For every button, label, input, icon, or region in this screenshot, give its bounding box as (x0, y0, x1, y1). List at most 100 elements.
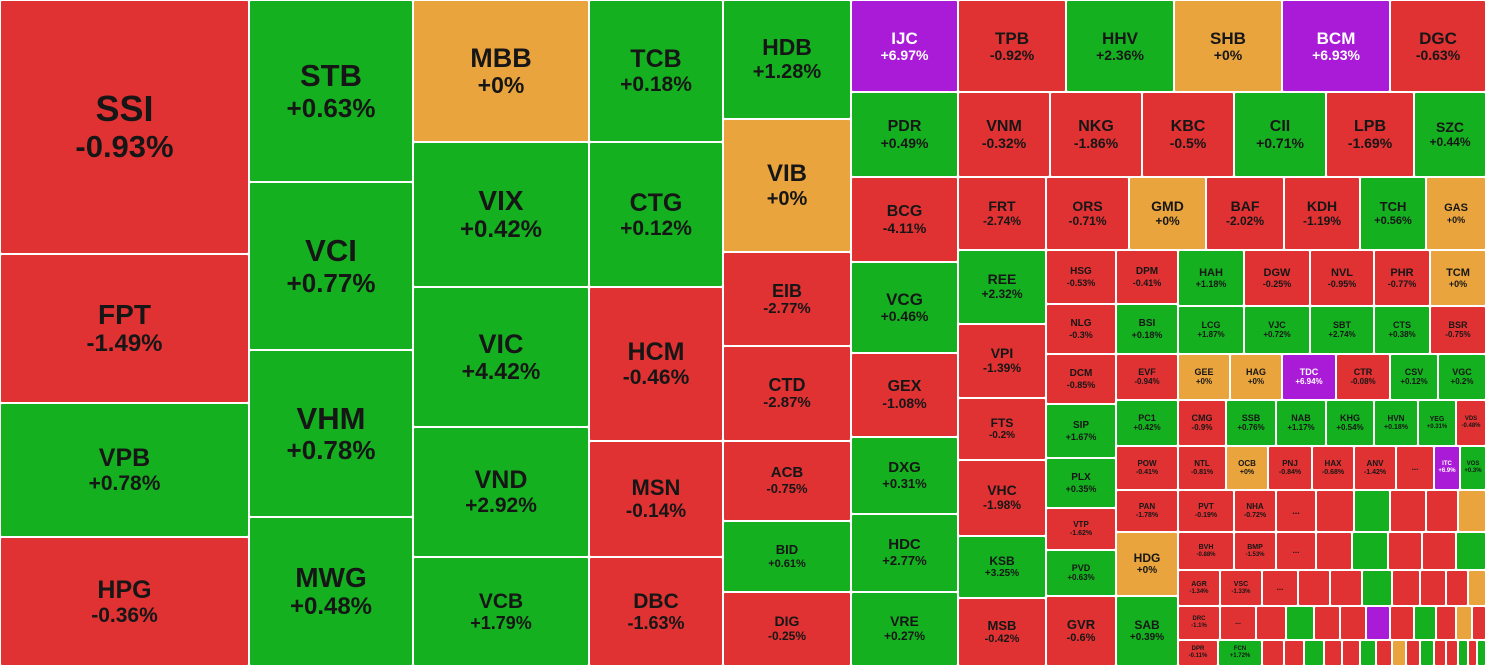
stock-tile-cts[interactable]: CTS +0.38% (1374, 306, 1430, 354)
stock-tile-hdb[interactable]: HDB +1.28% (723, 0, 851, 119)
stock-tile-tdc[interactable]: TDC +6.94% (1282, 354, 1336, 400)
stock-tile-mini[interactable] (1262, 640, 1284, 666)
stock-tile-agr[interactable]: AGR -1.34% (1178, 570, 1220, 606)
stock-tile-dcm[interactable]: DCM -0.85% (1046, 354, 1116, 404)
stock-tile-mini[interactable] (1426, 490, 1458, 532)
stock-tile-mini[interactable] (1304, 640, 1324, 666)
stock-tile-mini[interactable] (1324, 640, 1342, 666)
stock-tile-mini[interactable] (1468, 570, 1486, 606)
stock-tile-mini[interactable] (1342, 640, 1360, 666)
stock-tile-mini[interactable] (1456, 532, 1486, 570)
stock-tile-mini[interactable] (1352, 532, 1388, 570)
stock-tile-ntl[interactable]: NTL -0.81% (1178, 446, 1226, 490)
stock-tile-hag[interactable]: HAG +0% (1230, 354, 1282, 400)
stock-tile-mini[interactable] (1366, 606, 1390, 640)
stock-tile-mini[interactable] (1434, 640, 1446, 666)
stock-tile-vgc[interactable]: VGC +0.2% (1438, 354, 1486, 400)
stock-tile-vpi[interactable]: VPI -1.39% (958, 324, 1046, 398)
stock-tile-nab[interactable]: NAB +1.17% (1276, 400, 1326, 446)
stock-tile-ijc[interactable]: IJC +6.97% (851, 0, 958, 92)
stock-tile-mini[interactable]: ... (1220, 606, 1256, 640)
stock-tile-mini[interactable] (1477, 640, 1486, 666)
stock-tile-vcg[interactable]: VCG +0.46% (851, 262, 958, 353)
stock-tile-bcg[interactable]: BCG -4.11% (851, 177, 958, 262)
stock-tile-pc1[interactable]: PC1 +0.42% (1116, 400, 1178, 446)
stock-tile-kdh[interactable]: KDH -1.19% (1284, 177, 1360, 250)
stock-tile-msb[interactable]: MSB -0.42% (958, 598, 1046, 666)
stock-tile-lcg[interactable]: LCG +1.87% (1178, 306, 1244, 354)
stock-tile-vsc[interactable]: VSC -1.33% (1220, 570, 1262, 606)
stock-tile-bsi[interactable]: BSI +0.18% (1116, 304, 1178, 354)
stock-tile-sip[interactable]: SIP +1.67% (1046, 404, 1116, 458)
stock-tile-ctd[interactable]: CTD -2.87% (723, 346, 851, 441)
stock-tile-szc[interactable]: SZC +0.44% (1414, 92, 1486, 177)
stock-tile-ctg[interactable]: CTG +0.12% (589, 142, 723, 287)
stock-tile-dpm[interactable]: DPM -0.41% (1116, 250, 1178, 304)
stock-tile-pvd[interactable]: PVD +0.63% (1046, 550, 1116, 596)
stock-tile-mini[interactable] (1314, 606, 1340, 640)
stock-tile-ree[interactable]: REE +2.32% (958, 250, 1046, 324)
stock-tile-mini[interactable] (1436, 606, 1456, 640)
stock-tile-mini[interactable] (1422, 532, 1456, 570)
stock-tile-mini[interactable] (1340, 606, 1366, 640)
stock-tile-cmg[interactable]: CMG -0.9% (1178, 400, 1226, 446)
stock-tile-mwg[interactable]: MWG +0.48% (249, 517, 413, 666)
stock-tile-ctr[interactable]: CTR -0.08% (1336, 354, 1390, 400)
stock-tile-mini[interactable] (1362, 570, 1392, 606)
stock-tile-bvh[interactable]: BVH -0.88% (1178, 532, 1234, 570)
stock-tile-gee[interactable]: GEE +0% (1178, 354, 1230, 400)
stock-tile-dpr[interactable]: DPR -0.11% (1178, 640, 1218, 666)
stock-tile-nlg[interactable]: NLG -0.3% (1046, 304, 1116, 354)
stock-tile-mini[interactable] (1446, 570, 1468, 606)
stock-tile-vhc[interactable]: VHC -1.98% (958, 460, 1046, 536)
stock-tile-mini[interactable] (1316, 490, 1354, 532)
stock-tile-mini[interactable] (1256, 606, 1286, 640)
stock-tile-mini[interactable] (1446, 640, 1458, 666)
stock-tile-nvl[interactable]: NVL -0.95% (1310, 250, 1374, 306)
stock-tile-mini[interactable] (1458, 640, 1468, 666)
stock-tile-tcb[interactable]: TCB +0.18% (589, 0, 723, 142)
stock-tile-dgw[interactable]: DGW -0.25% (1244, 250, 1310, 306)
stock-tile-yeg[interactable]: YEG +0.31% (1418, 400, 1456, 446)
stock-tile-mini[interactable] (1388, 532, 1422, 570)
stock-tile-hdg[interactable]: HDG +0% (1116, 532, 1178, 596)
stock-tile-kbc[interactable]: KBC -0.5% (1142, 92, 1234, 177)
stock-tile-khg[interactable]: KHG +0.54% (1326, 400, 1374, 446)
stock-tile-bmp[interactable]: BMP -1.53% (1234, 532, 1276, 570)
stock-tile-vnm[interactable]: VNM -0.32% (958, 92, 1050, 177)
stock-tile-mini[interactable] (1472, 606, 1486, 640)
stock-tile-dgc[interactable]: DGC -0.63% (1390, 0, 1486, 92)
stock-tile-mini[interactable] (1392, 570, 1420, 606)
stock-tile-tpb[interactable]: TPB -0.92% (958, 0, 1066, 92)
stock-tile-ssi[interactable]: SSI -0.93% (0, 0, 249, 254)
stock-tile-vos[interactable]: VOS +0.3% (1460, 446, 1486, 490)
stock-tile-plx[interactable]: PLX +0.35% (1046, 458, 1116, 508)
stock-tile-pnj[interactable]: PNJ -0.84% (1268, 446, 1312, 490)
stock-tile-mini[interactable] (1330, 570, 1362, 606)
stock-tile-gvr[interactable]: GVR -0.6% (1046, 596, 1116, 666)
stock-tile-mini[interactable] (1316, 532, 1352, 570)
stock-tile-hah[interactable]: HAH +1.18% (1178, 250, 1244, 306)
stock-tile-mini[interactable] (1458, 490, 1486, 532)
stock-tile-nha[interactable]: NHA -0.72% (1234, 490, 1276, 532)
stock-tile-vix[interactable]: VIX +0.42% (413, 142, 589, 287)
stock-tile-baf[interactable]: BAF -2.02% (1206, 177, 1284, 250)
stock-tile-anv[interactable]: ANV -1.42% (1354, 446, 1396, 490)
stock-tile-msn[interactable]: MSN -0.14% (589, 441, 723, 557)
stock-tile-gmd[interactable]: GMD +0% (1129, 177, 1206, 250)
stock-tile-fpt[interactable]: FPT -1.49% (0, 254, 249, 403)
stock-tile-dbc[interactable]: DBC -1.63% (589, 557, 723, 666)
stock-tile-gex[interactable]: GEX -1.08% (851, 353, 958, 437)
stock-tile-evf[interactable]: EVF -0.94% (1116, 354, 1178, 400)
stock-tile-mini[interactable] (1414, 606, 1436, 640)
stock-tile-hvn[interactable]: HVN +0.18% (1374, 400, 1418, 446)
stock-tile-pow[interactable]: POW -0.41% (1116, 446, 1178, 490)
stock-tile-cii[interactable]: CII +0.71% (1234, 92, 1326, 177)
stock-tile-sab[interactable]: SAB +0.39% (1116, 596, 1178, 666)
stock-tile-hpg[interactable]: HPG -0.36% (0, 537, 249, 666)
stock-tile-bsr[interactable]: BSR -0.75% (1430, 306, 1486, 354)
stock-tile-ksb[interactable]: KSB +3.25% (958, 536, 1046, 598)
stock-tile-eib[interactable]: EIB -2.77% (723, 252, 851, 346)
stock-tile-sbt[interactable]: SBT +2.74% (1310, 306, 1374, 354)
stock-tile-mini[interactable] (1360, 640, 1376, 666)
